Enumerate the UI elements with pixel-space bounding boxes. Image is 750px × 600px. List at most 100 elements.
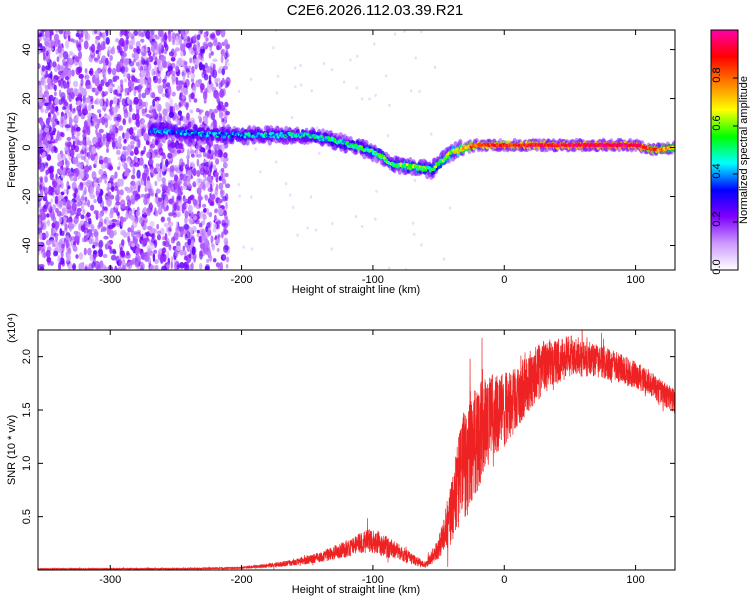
noise-mark	[224, 172, 229, 178]
noise-mark	[190, 239, 195, 249]
noise-mark	[118, 125, 124, 131]
noise-mark	[75, 66, 81, 76]
noise-mark	[157, 251, 161, 261]
noise-mark	[214, 214, 217, 221]
noise-mark	[121, 41, 125, 47]
noise-mark	[149, 242, 155, 250]
noise-mark	[200, 87, 204, 94]
noise-mark	[133, 30, 139, 36]
noise-mark	[70, 167, 74, 173]
noise-mark	[213, 108, 219, 114]
noise-mark	[171, 73, 176, 83]
noise-mark	[49, 165, 55, 170]
noise-mark	[150, 168, 153, 174]
noise-mark	[217, 234, 221, 239]
noise-mark	[116, 211, 120, 216]
noise-mark	[225, 193, 229, 202]
noise-mark	[135, 210, 141, 217]
noise-mark	[177, 57, 184, 67]
noise-mark	[442, 257, 446, 261]
noise-mark	[299, 63, 302, 68]
noise-mark	[198, 193, 202, 203]
noise-mark	[158, 42, 163, 51]
noise-mark	[149, 105, 153, 111]
noise-mark	[135, 247, 141, 254]
noise-mark	[145, 30, 151, 40]
noise-mark	[137, 84, 142, 94]
noise-mark	[83, 110, 88, 115]
noise-mark	[342, 80, 346, 84]
colorbar-gradient	[710, 29, 739, 271]
noise-mark	[368, 97, 371, 101]
noise-mark	[132, 166, 136, 176]
signal-mark	[276, 135, 280, 139]
noise-mark	[77, 184, 82, 191]
noise-mark	[214, 171, 218, 179]
noise-mark	[162, 108, 168, 117]
noise-mark	[46, 93, 49, 100]
noise-mark	[172, 236, 176, 242]
noise-mark	[160, 217, 165, 223]
noise-mark	[105, 37, 110, 45]
colorbar-label: Normalized spectral amplitude	[738, 76, 750, 224]
noise-mark	[119, 66, 123, 73]
noise-mark	[120, 83, 124, 88]
signal-mark	[370, 155, 376, 163]
noise-mark	[67, 33, 71, 42]
noise-mark	[167, 86, 172, 95]
noise-mark	[212, 58, 218, 63]
noise-mark	[46, 256, 52, 263]
noise-mark	[107, 46, 112, 55]
noise-mark	[180, 43, 186, 53]
noise-mark	[143, 196, 148, 206]
spectrogram-y-label: Frequency (Hz)	[6, 112, 18, 188]
noise-mark	[205, 181, 211, 188]
noise-mark	[71, 202, 77, 212]
noise-mark	[124, 133, 130, 139]
noise-mark	[97, 109, 102, 114]
noise-mark	[121, 159, 125, 168]
noise-mark	[39, 120, 44, 126]
noise-mark	[206, 174, 212, 183]
noise-mark	[116, 149, 121, 155]
noise-mark	[179, 164, 184, 173]
noise-mark	[141, 92, 147, 99]
noise-mark	[140, 150, 145, 155]
noise-mark	[206, 222, 211, 229]
noise-mark	[73, 230, 79, 235]
noise-mark	[47, 219, 50, 227]
signal-mark	[326, 136, 331, 140]
noise-mark	[101, 45, 106, 50]
noise-mark	[64, 145, 69, 154]
noise-mark	[162, 181, 167, 188]
noise-mark	[146, 59, 149, 68]
noise-mark	[104, 179, 107, 184]
noise-mark	[78, 252, 84, 260]
noise-mark	[314, 228, 318, 232]
noise-mark	[77, 30, 82, 35]
noise-mark	[373, 42, 376, 46]
noise-mark	[124, 58, 129, 66]
noise-mark	[38, 227, 41, 231]
noise-mark	[54, 91, 57, 97]
noise-mark	[63, 216, 68, 222]
noise-mark	[168, 212, 174, 217]
noise-mark	[193, 254, 197, 263]
noise-mark	[58, 122, 64, 128]
noise-mark	[176, 195, 181, 201]
noise-mark	[118, 180, 124, 186]
noise-mark	[216, 248, 220, 252]
noise-mark	[177, 110, 183, 116]
noise-mark	[169, 172, 175, 178]
noise-mark	[159, 115, 163, 122]
noise-mark	[203, 91, 208, 101]
noise-mark	[250, 247, 254, 251]
noise-mark	[140, 267, 144, 270]
noise-mark	[124, 66, 129, 73]
noise-mark	[116, 61, 121, 68]
noise-mark	[45, 144, 50, 154]
noise-mark	[83, 40, 89, 50]
noise-mark	[106, 228, 111, 236]
noise-mark	[97, 137, 102, 143]
noise-mark	[147, 248, 151, 257]
